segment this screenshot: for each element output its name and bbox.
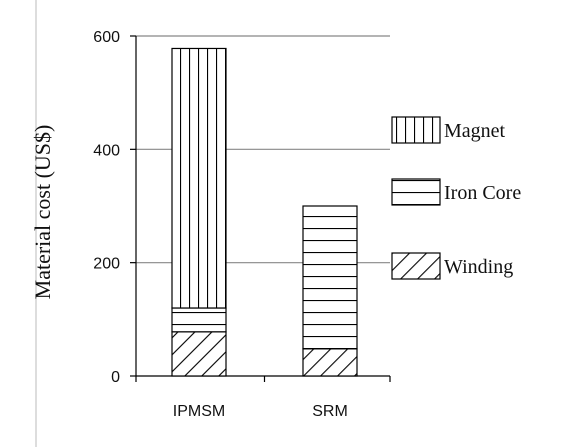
y-tick-label-600: 600 <box>93 29 120 46</box>
legend: Magnet Iron Core Winding <box>391 116 521 280</box>
legend-swatch-iron-core <box>391 178 441 206</box>
bar-ipmsm-magnet <box>171 47 227 309</box>
y-tick-labels: 0 200 400 600 <box>93 29 120 386</box>
bar-ipmsm-winding <box>171 331 227 377</box>
y-tick-label-200: 200 <box>93 256 120 273</box>
bar-srm-iron-core <box>302 205 358 350</box>
y-tick-label-0: 0 <box>111 369 120 386</box>
y-axis-label: Material cost (US$) <box>30 125 55 300</box>
legend-label-winding: Winding <box>444 256 513 278</box>
legend-swatch-magnet <box>391 116 441 144</box>
bars <box>171 47 358 377</box>
bar-srm-winding <box>302 348 358 377</box>
legend-label-iron-core: Iron Core <box>444 182 521 204</box>
x-label-ipmsm: IPMSM <box>173 403 225 420</box>
legend-swatch-winding <box>391 252 441 280</box>
x-label-srm: SRM <box>312 403 348 420</box>
y-tick-label-400: 400 <box>93 142 120 159</box>
bar-ipmsm-iron-core <box>171 307 227 333</box>
x-category-labels: IPMSM SRM <box>173 403 348 420</box>
legend-label-magnet: Magnet <box>444 120 506 142</box>
